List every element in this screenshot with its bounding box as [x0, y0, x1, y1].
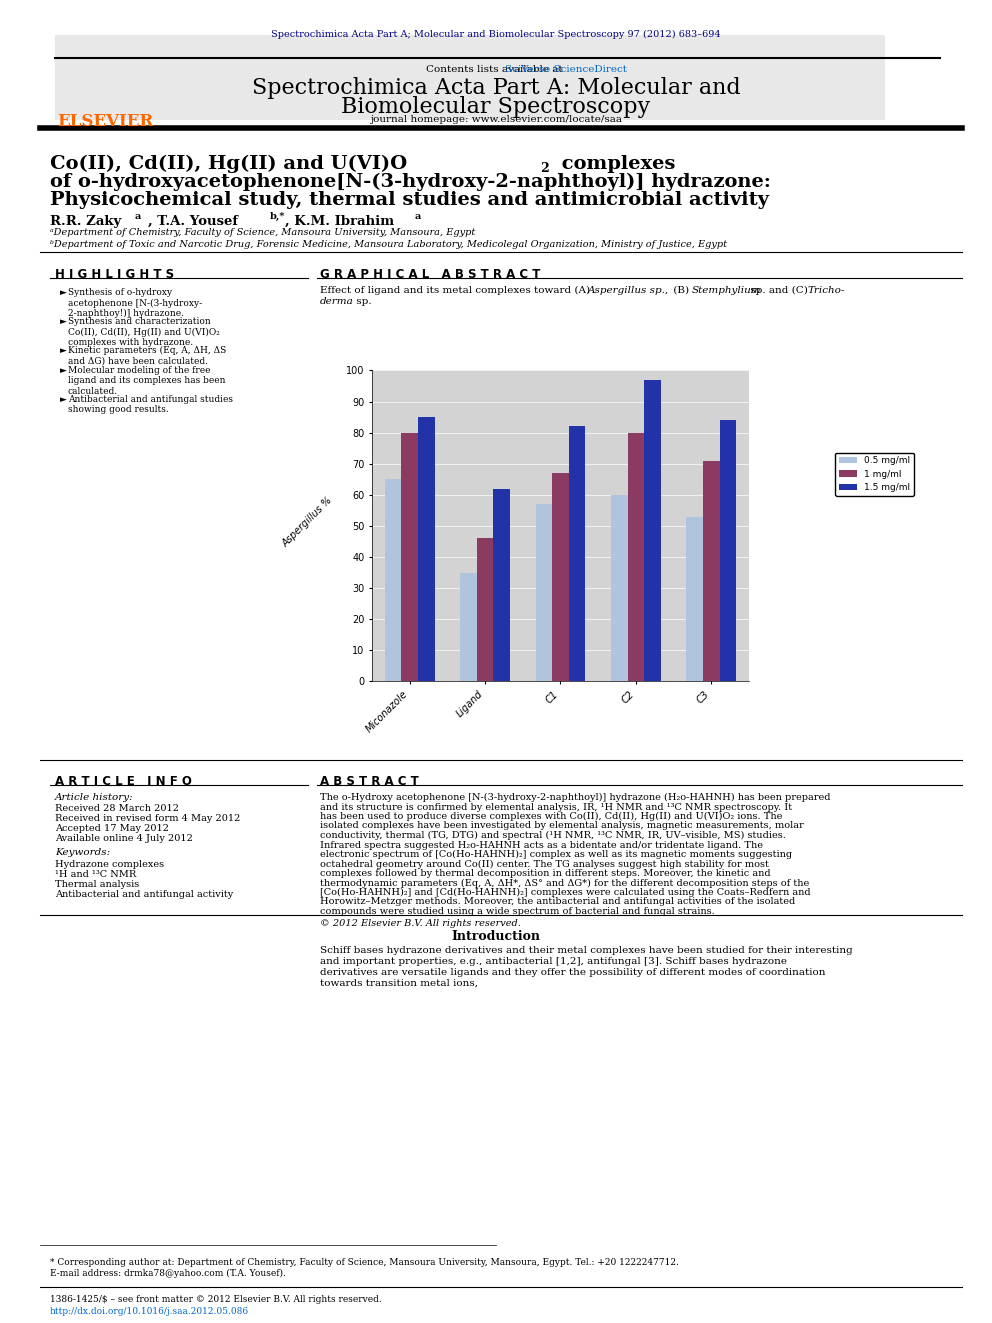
Text: isolated complexes have been investigated by elemental analysis, magnetic measur: isolated complexes have been investigate…: [320, 822, 804, 831]
Text: sp.: sp.: [353, 296, 372, 306]
Bar: [536, 504, 553, 681]
Text: and important properties, e.g., antibacterial [1,2], antifungal [3]. Schiff base: and important properties, e.g., antibact…: [320, 957, 787, 966]
Text: Keywords:: Keywords:: [55, 848, 110, 857]
Text: Physicochemical study, thermal studies and antimicrobial activity: Physicochemical study, thermal studies a…: [50, 191, 769, 209]
Text: Co(II), Cd(II), Hg(II) and U(VI)O: Co(II), Cd(II), Hg(II) and U(VI)O: [50, 155, 408, 173]
Bar: [611, 495, 628, 681]
Text: Antibacterial and antifungal studies
showing good results.: Antibacterial and antifungal studies sho…: [68, 396, 233, 414]
Bar: [402, 433, 418, 681]
Bar: [644, 380, 661, 681]
Text: thermodynamic parameters (Eq, A, ΔH*, ΔS° and ΔG*) for the different decompositi: thermodynamic parameters (Eq, A, ΔH*, ΔS…: [320, 878, 809, 888]
Text: Antibacterial and antifungal activity: Antibacterial and antifungal activity: [55, 890, 233, 900]
Text: Contents lists available at: Contents lists available at: [426, 65, 566, 74]
Text: 2: 2: [540, 161, 549, 175]
FancyBboxPatch shape: [55, 34, 885, 120]
Text: b,*: b,*: [270, 212, 286, 221]
Text: complexes: complexes: [555, 155, 676, 173]
Bar: [460, 573, 477, 681]
Bar: [686, 516, 703, 681]
Text: sp. and (C): sp. and (C): [747, 286, 811, 295]
Text: Infrared spectra suggested H₂o-HAHNH acts as a bidentate and/or tridentate ligan: Infrared spectra suggested H₂o-HAHNH act…: [320, 840, 763, 849]
Text: G R A P H I C A L   A B S T R A C T: G R A P H I C A L A B S T R A C T: [320, 269, 541, 280]
Text: complexes followed by thermal decomposition in different steps. Moreover, the ki: complexes followed by thermal decomposit…: [320, 869, 771, 878]
Text: and its structure is confirmed by elemental analysis, IR, ¹H NMR and ¹³C NMR spe: and its structure is confirmed by elemen…: [320, 803, 793, 811]
Text: Stemphylium: Stemphylium: [692, 286, 762, 295]
Text: E-mail address: drmka78@yahoo.com (T.A. Yousef).: E-mail address: drmka78@yahoo.com (T.A. …: [50, 1269, 286, 1278]
Bar: [477, 538, 493, 681]
Text: H I G H L I G H T S: H I G H L I G H T S: [55, 269, 175, 280]
Bar: [553, 474, 568, 681]
Text: A B S T R A C T: A B S T R A C T: [320, 775, 419, 789]
Text: ►: ►: [60, 318, 66, 325]
Text: Spectrochimica Acta Part A: Molecular and: Spectrochimica Acta Part A: Molecular an…: [252, 77, 740, 99]
Text: towards transition metal ions,: towards transition metal ions,: [320, 979, 478, 988]
Text: Available online 4 July 2012: Available online 4 July 2012: [55, 833, 192, 843]
Text: has been used to produce diverse complexes with Co(II), Cd(II), Hg(II) and U(VI): has been used to produce diverse complex…: [320, 812, 783, 822]
Text: Synthesis and characterization
Co(II), Cd(II), Hg(II) and U(VI)O₂
complexes with: Synthesis and characterization Co(II), C…: [68, 318, 220, 347]
Text: R.R. Zaky: R.R. Zaky: [50, 216, 121, 228]
Text: (B): (B): [670, 286, 692, 295]
Text: compounds were studied using a wide spectrum of bacterial and fungal strains.: compounds were studied using a wide spec…: [320, 908, 715, 916]
Bar: [385, 479, 402, 681]
Text: © 2012 Elsevier B.V. All rights reserved.: © 2012 Elsevier B.V. All rights reserved…: [320, 918, 521, 927]
Text: ►: ►: [60, 396, 66, 404]
Text: ►: ►: [60, 347, 66, 355]
Text: ELSEVIER: ELSEVIER: [57, 112, 153, 130]
Text: ►: ►: [60, 366, 66, 374]
Text: Received in revised form 4 May 2012: Received in revised form 4 May 2012: [55, 814, 240, 823]
Text: Horowitz–Metzger methods. Moreover, the antibacterial and antifungal activities : Horowitz–Metzger methods. Moreover, the …: [320, 897, 796, 906]
Text: The o-Hydroxy acetophenone [N-(3-hydroxy-2-naphthoyl)] hydrazone (H₂o-HAHNH) has: The o-Hydroxy acetophenone [N-(3-hydroxy…: [320, 792, 830, 802]
Text: Biomolecular Spectroscopy: Biomolecular Spectroscopy: [341, 97, 651, 118]
Bar: [493, 488, 510, 681]
Text: electronic spectrum of [Co(Ho-HAHNH)₂] complex as well as its magnetic moments s: electronic spectrum of [Co(Ho-HAHNH)₂] c…: [320, 849, 793, 859]
Text: Aspergillus sp.,: Aspergillus sp.,: [588, 286, 670, 295]
Text: Kinetic parameters (Eq, A, ΔH, ΔS
and ΔG) have been calculated.: Kinetic parameters (Eq, A, ΔH, ΔS and ΔG…: [68, 347, 226, 365]
Y-axis label: Aspergillus %: Aspergillus %: [281, 495, 334, 549]
Bar: [703, 460, 719, 681]
Bar: [418, 417, 434, 681]
Text: [Co(Ho-HAHNH)₂] and [Cd(Ho-HAHNH)₂] complexes were calculated using the Coats–Re: [Co(Ho-HAHNH)₂] and [Cd(Ho-HAHNH)₂] comp…: [320, 888, 810, 897]
Text: http://dx.doi.org/10.1016/j.saa.2012.05.086: http://dx.doi.org/10.1016/j.saa.2012.05.…: [50, 1307, 249, 1316]
Text: Hydrazone complexes: Hydrazone complexes: [55, 860, 164, 869]
Text: octahedral geometry around Co(II) center. The TG analyses suggest high stability: octahedral geometry around Co(II) center…: [320, 860, 769, 869]
Text: of o-hydroxyacetophenone[N-(3-hydroxy-2-naphthoyl)] hydrazone:: of o-hydroxyacetophenone[N-(3-hydroxy-2-…: [50, 173, 771, 192]
Bar: [568, 426, 585, 681]
Text: SciVerse ScienceDirect: SciVerse ScienceDirect: [505, 65, 627, 74]
Bar: [628, 433, 644, 681]
Text: , T.A. Yousef: , T.A. Yousef: [148, 216, 238, 228]
Text: Effect of ligand and its metal complexes toward (A): Effect of ligand and its metal complexes…: [320, 286, 593, 295]
Text: Molecular modeling of the free
ligand and its complexes has been
calculated.: Molecular modeling of the free ligand an…: [68, 366, 225, 396]
Text: Received 28 March 2012: Received 28 March 2012: [55, 804, 179, 814]
Text: Tricho-: Tricho-: [807, 286, 844, 295]
Text: Thermal analysis: Thermal analysis: [55, 880, 139, 889]
Text: derivatives are versatile ligands and they offer the possibility of different mo: derivatives are versatile ligands and th…: [320, 968, 825, 976]
Text: , K.M. Ibrahim: , K.M. Ibrahim: [285, 216, 394, 228]
Text: * Corresponding author at: Department of Chemistry, Faculty of Science, Mansoura: * Corresponding author at: Department of…: [50, 1258, 679, 1267]
Text: ᵇDepartment of Toxic and Narcotic Drug, Forensic Medicine, Mansoura Laboratory, : ᵇDepartment of Toxic and Narcotic Drug, …: [50, 239, 727, 249]
Text: ᵃDepartment of Chemistry, Faculty of Science, Mansoura University, Mansoura, Egy: ᵃDepartment of Chemistry, Faculty of Sci…: [50, 228, 475, 237]
Text: A R T I C L E   I N F O: A R T I C L E I N F O: [55, 775, 191, 789]
Text: conductivity, thermal (TG, DTG) and spectral (¹H NMR, ¹³C NMR, IR, UV–visible, M: conductivity, thermal (TG, DTG) and spec…: [320, 831, 786, 840]
Text: a: a: [135, 212, 142, 221]
Text: Synthesis of o-hydroxy
acetophenone [N-(3-hydroxy-
2-naphthoy!)] hydrazone.: Synthesis of o-hydroxy acetophenone [N-(…: [68, 288, 202, 318]
Text: Introduction: Introduction: [451, 930, 541, 943]
Text: journal homepage: www.elsevier.com/locate/saa: journal homepage: www.elsevier.com/locat…: [370, 115, 622, 124]
Text: ►: ►: [60, 288, 66, 296]
Bar: [719, 421, 736, 681]
Text: Spectrochimica Acta Part A; Molecular and Biomolecular Spectroscopy 97 (2012) 68: Spectrochimica Acta Part A; Molecular an…: [271, 30, 721, 40]
Text: a: a: [415, 212, 422, 221]
Text: ¹H and ¹³C NMR: ¹H and ¹³C NMR: [55, 871, 136, 878]
Text: Article history:: Article history:: [55, 792, 134, 802]
Text: Accepted 17 May 2012: Accepted 17 May 2012: [55, 824, 169, 833]
Text: 1386-1425/$ – see front matter © 2012 Elsevier B.V. All rights reserved.: 1386-1425/$ – see front matter © 2012 El…: [50, 1295, 382, 1304]
Legend: 0.5 mg/ml, 1 mg/ml, 1.5 mg/ml: 0.5 mg/ml, 1 mg/ml, 1.5 mg/ml: [835, 452, 914, 496]
Text: Schiff bases hydrazone derivatives and their metal complexes have been studied f: Schiff bases hydrazone derivatives and t…: [320, 946, 853, 955]
Text: derma: derma: [320, 296, 354, 306]
